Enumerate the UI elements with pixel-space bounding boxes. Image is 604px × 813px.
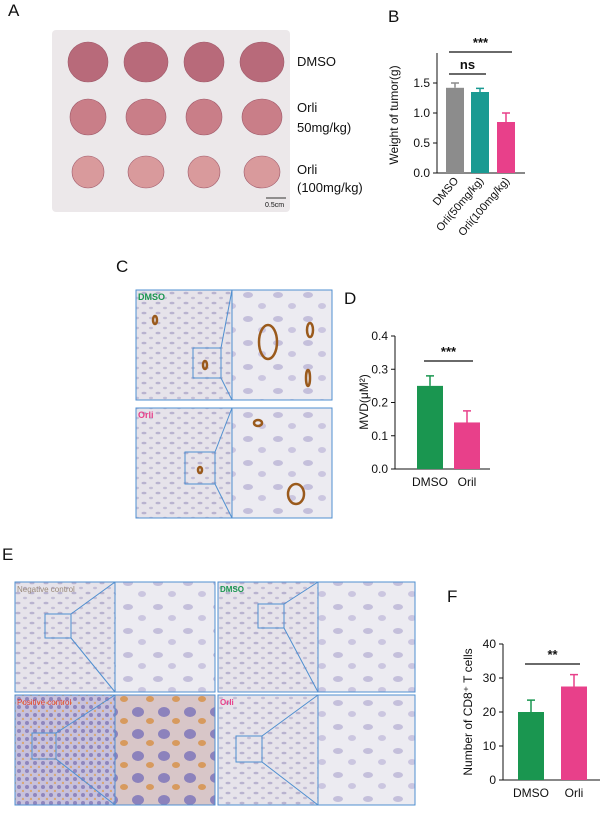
- y-tick-label: 30: [483, 671, 497, 685]
- tumor: [125, 98, 167, 136]
- significance-label: ns: [460, 57, 475, 72]
- bar: [471, 92, 489, 173]
- image-label: Orli: [138, 410, 154, 420]
- error-bar: [502, 112, 510, 122]
- error-bar: [451, 82, 459, 88]
- panel-letter: A: [8, 1, 20, 20]
- tumor: [67, 41, 109, 83]
- bar: [454, 422, 480, 469]
- tumor: [239, 41, 285, 83]
- tumor: [71, 155, 105, 189]
- group-label: 50mg/kg): [297, 120, 351, 135]
- image-label: Orli: [220, 698, 234, 707]
- y-tick-label: 0.4: [371, 329, 388, 343]
- x-tick-label: Orli: [565, 786, 584, 800]
- x-tick-label: DMSO: [513, 786, 549, 800]
- y-tick-label: 10: [483, 739, 497, 753]
- error-bar: [476, 87, 484, 92]
- image-label: Positive control: [17, 698, 71, 707]
- tumor: [241, 98, 283, 136]
- scale-label: 0.5cm: [265, 202, 284, 209]
- y-tick-label: 0.0: [371, 462, 388, 476]
- x-tick-label: Oril: [458, 475, 477, 489]
- tumor: [243, 155, 281, 189]
- ihc-images-e: [14, 581, 416, 806]
- panel-letter: E: [2, 545, 13, 564]
- tumor: [185, 98, 223, 136]
- tumor-photo: [52, 30, 290, 212]
- y-axis-label: MVD(μM²): [357, 374, 371, 430]
- image-label: DMSO: [220, 585, 244, 594]
- error-bar: [426, 375, 434, 386]
- y-axis-label: Weight of tumor(g): [387, 65, 401, 164]
- y-tick-label: 0: [489, 773, 496, 787]
- tumor: [123, 41, 169, 83]
- tumor: [183, 41, 225, 83]
- y-tick-label: 1.0: [413, 106, 430, 120]
- tumor: [187, 155, 221, 189]
- significance-label: ***: [441, 344, 457, 359]
- y-tick-label: 0.0: [413, 166, 430, 180]
- tumor: [127, 155, 165, 189]
- ihc-images-c: [135, 289, 333, 519]
- image-label: Negative control: [17, 585, 75, 594]
- significance-label: ***: [473, 35, 489, 50]
- x-tick-label: DMSO: [412, 475, 448, 489]
- y-tick-label: 1.5: [413, 76, 430, 90]
- y-axis-label: Number of CD8⁺ T cells: [461, 648, 475, 775]
- bar: [561, 686, 587, 780]
- group-label: Orli: [297, 100, 317, 115]
- group-label: Orli: [297, 162, 317, 177]
- error-bar: [570, 673, 578, 687]
- image-label: DMSO: [138, 292, 165, 302]
- error-bar: [527, 699, 535, 712]
- panel-letter: B: [388, 7, 399, 26]
- error-bar: [463, 410, 471, 423]
- y-tick-label: 0.2: [371, 396, 388, 410]
- y-tick-label: 0.3: [371, 362, 388, 376]
- tumor: [69, 98, 107, 136]
- y-tick-label: 0.5: [413, 136, 430, 150]
- bar: [417, 385, 443, 469]
- panel-letter: D: [344, 289, 356, 308]
- y-tick-label: 40: [483, 637, 497, 651]
- group-label: (100mg/kg): [297, 180, 363, 195]
- y-tick-label: 20: [483, 705, 497, 719]
- tumors: [67, 41, 285, 189]
- bar: [518, 712, 544, 780]
- significance-label: **: [547, 647, 558, 662]
- panel-letter: C: [116, 257, 128, 276]
- y-tick-label: 0.1: [371, 429, 388, 443]
- panel-letter: F: [447, 587, 457, 606]
- bar: [497, 122, 515, 173]
- bar: [446, 87, 464, 173]
- group-label: DMSO: [297, 54, 336, 69]
